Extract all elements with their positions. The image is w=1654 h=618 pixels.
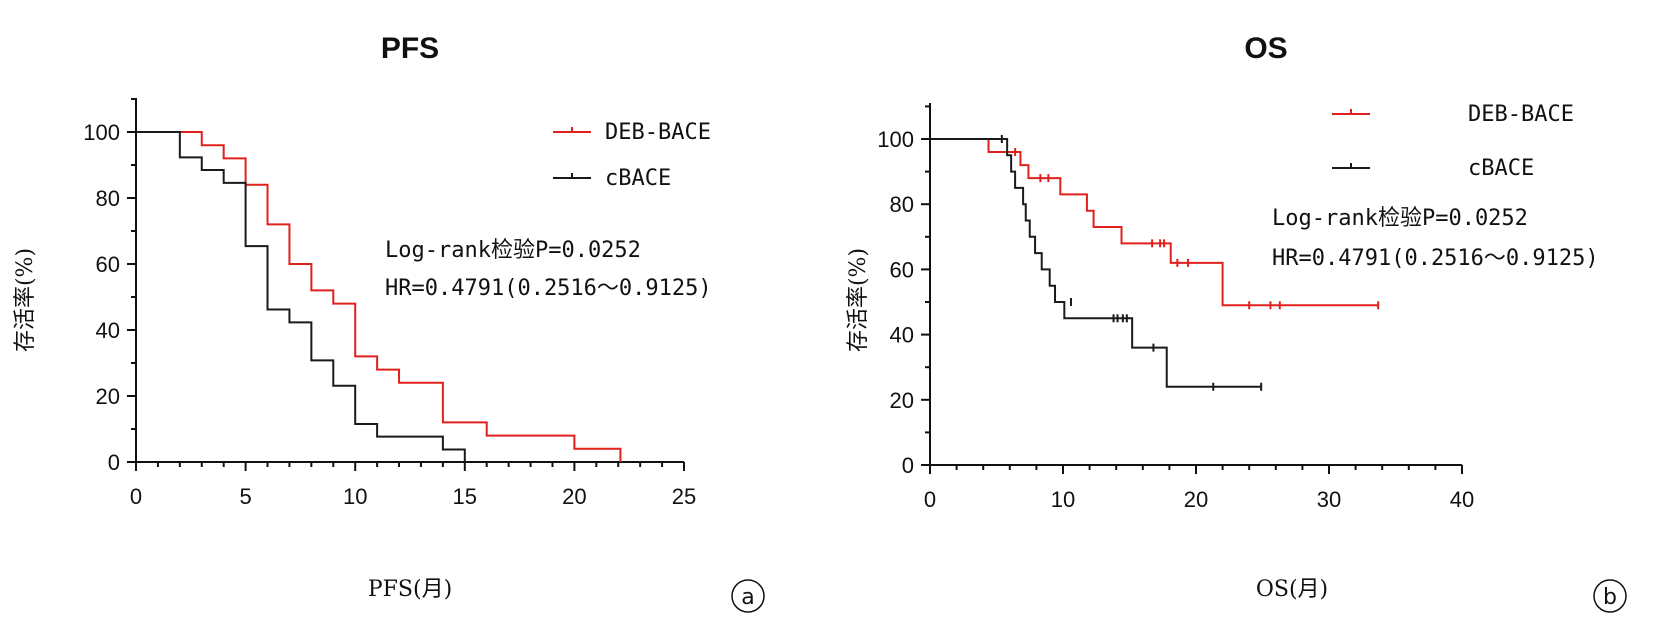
b-os-x-tick-label: 40 (1450, 487, 1474, 512)
os-y-axis-label: 存活率(%) (846, 248, 871, 352)
os-panel-label: b (1593, 579, 1627, 613)
os-x-axis-label: OS(月) (1256, 577, 1328, 602)
pfs-y-axis-label: 存活率(%) (13, 248, 38, 352)
os-chart-title: OS (1244, 32, 1287, 65)
a-pfs-x-tick-label: 20 (562, 484, 586, 509)
b-os-y-tick-label: 100 (877, 127, 914, 152)
os-panel-label-text: b (1603, 585, 1617, 610)
b-os-y-tick-label: 80 (890, 192, 914, 217)
a-pfs-curve-cbace (136, 131, 466, 462)
a-pfs-x-tick-label: 25 (672, 484, 696, 509)
b-os-x-tick-label: 20 (1184, 487, 1208, 512)
os-legend-label-deb-bace: DEB-BACE (1468, 102, 1574, 127)
os-legend-label-cbace: cBACE (1468, 156, 1534, 181)
a-pfs-y-tick-label: 0 (108, 450, 120, 475)
b-os-y-tick-label: 40 (890, 323, 914, 348)
os-panel-label-circle (1593, 579, 1627, 613)
pfs-chart: PFS 0 5 10 15 20 25 0 20 40 60 80 100 DEB-BACE cBAC… (13, 32, 765, 613)
pfs-hr-annotation: HR=0.4791(0.2516～0.9125) (385, 276, 712, 301)
a-pfs-x-tick-label: 0 (130, 484, 142, 509)
a-pfs-x-tick-label: 5 (239, 484, 251, 509)
b-os-x-tick-label: 30 (1317, 487, 1341, 512)
pfs-curves (136, 131, 622, 462)
a-pfs-y-tick-label: 40 (96, 318, 120, 343)
a-pfs-curve-deb-bace (136, 131, 622, 462)
os-curves (930, 135, 1380, 391)
b-os-curve-deb-bace (930, 138, 1379, 307)
pfs-chart-title: PFS (381, 32, 439, 65)
pfs-legend: DEB-BACE cBACE (553, 120, 711, 191)
b-os-x-tick-label: 0 (924, 487, 936, 512)
pfs-panel-label: a (731, 579, 765, 613)
pfs-legend-label-cbace: cBACE (605, 166, 671, 191)
os-legend-symbol-deb-bace (1332, 109, 1370, 115)
pfs-legend-symbol-deb-bace (553, 127, 591, 133)
os-axes: 0 10 20 30 40 0 20 40 60 80 100 (877, 103, 1474, 512)
a-pfs-x-tick-label: 15 (453, 484, 477, 509)
os-logrank-annotation: Log-rank检验P=0.0252 (1272, 206, 1528, 231)
pfs-legend-label-deb-bace: DEB-BACE (605, 120, 711, 145)
a-pfs-y-tick-label: 20 (96, 384, 120, 409)
a-pfs-y-tick-label: 60 (96, 252, 120, 277)
os-hr-annotation: HR=0.4791(0.2516～0.9125) (1272, 246, 1599, 271)
b-os-y-tick-label: 60 (890, 257, 914, 282)
a-pfs-x-tick-label: 10 (343, 484, 367, 509)
b-os-y-tick-label: 20 (890, 388, 914, 413)
b-os-curve-cbace (930, 138, 1262, 388)
pfs-x-axis-label: PFS(月) (368, 577, 452, 602)
pfs-legend-symbol-cbace (553, 173, 591, 179)
b-os-y-tick-label: 0 (902, 453, 914, 478)
pfs-panel-label-text: a (741, 585, 754, 610)
a-pfs-y-tick-label: 100 (83, 120, 120, 145)
os-legend: DEB-BACE cBACE (1332, 102, 1574, 181)
pfs-panel-label-circle (731, 579, 765, 613)
pfs-axes: 0 5 10 15 20 25 0 20 40 60 80 100 (83, 98, 696, 509)
pfs-logrank-annotation: Log-rank检验P=0.0252 (385, 238, 641, 263)
os-legend-symbol-cbace (1332, 163, 1370, 169)
a-pfs-y-tick-label: 80 (96, 186, 120, 211)
b-os-x-tick-label: 10 (1051, 487, 1075, 512)
